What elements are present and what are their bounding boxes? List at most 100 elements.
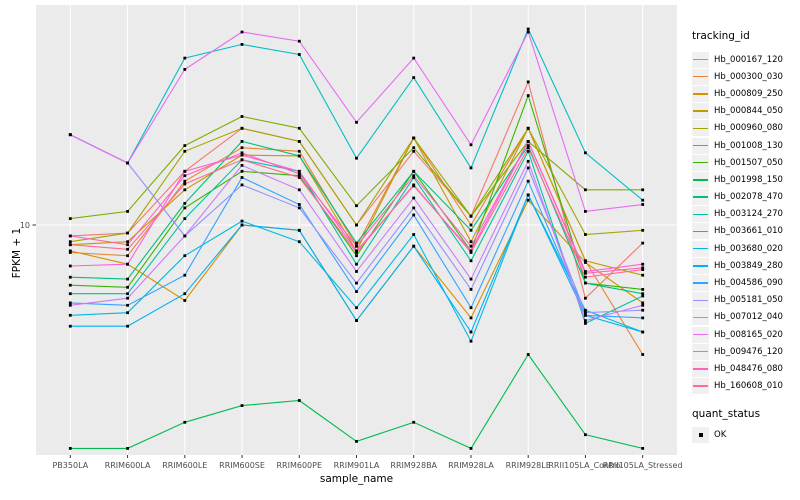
legend-line-icon [693,196,708,198]
legend-key-swatch [692,206,709,223]
legend-item-Hb_000844_050: Hb_000844_050 [692,103,798,120]
data-point-marker [469,166,473,170]
legend-key-swatch [692,154,709,171]
data-point-marker [297,149,301,153]
legend-key-swatch [692,120,709,137]
legend-label: Hb_003680_020 [714,243,783,254]
data-point-marker [183,174,187,178]
data-point-marker [126,296,129,300]
data-point-marker [641,266,645,270]
legend-item-Hb_048476_080: Hb_048476_080 [692,360,798,377]
legend-item-Hb_004586_090: Hb_004586_090 [692,274,798,292]
data-point-marker [641,203,645,206]
tracking-id-legend-items: Hb_000167_120 Hb_000300_030 Hb_000809_250 H… [692,51,798,395]
data-point-marker [183,234,187,238]
data-point-marker [355,251,358,254]
x-tick-label: RRIM928BA [390,461,437,470]
data-point-marker [469,223,473,227]
data-point-marker [183,273,187,277]
data-point-marker [297,206,301,210]
data-point-marker [584,308,587,312]
data-point-marker [355,319,358,322]
legend-label: Hb_002078_470 [714,192,783,203]
legend-line-icon [693,385,708,387]
data-point-marker [469,316,473,320]
data-point-marker [68,301,72,305]
x-tick-label: RRIM600PE [277,461,323,470]
legend-line-icon [693,213,708,215]
legend-item-Hb_000809_250: Hb_000809_250 [692,85,798,102]
legend-item-Hb_160608_010: Hb_160608_010 [692,378,798,395]
data-point-marker [584,296,587,300]
data-point-marker [526,126,530,130]
data-point-marker [68,303,72,307]
data-point-marker [68,133,72,137]
data-point-marker [641,268,645,271]
legend-item-Hb_000960_080: Hb_000960_080 [692,120,798,137]
data-point-marker [126,311,129,315]
data-point-marker [526,144,530,147]
legend-line-icon [693,247,708,250]
data-point-marker [412,196,416,200]
data-point-marker [469,228,473,232]
data-point-marker [412,206,416,210]
data-point-marker [126,243,129,247]
legend-item-Hb_000167_120: Hb_000167_120 [692,51,798,68]
data-point-marker [641,198,645,202]
data-point-marker [469,214,473,218]
data-point-marker [641,292,645,296]
x-tick-label: RRIM600SE [219,461,265,470]
data-point-marker [126,231,129,235]
data-point-marker [412,420,416,424]
data-point-marker [355,204,358,208]
data-point-marker [584,322,587,325]
data-point-marker [183,149,187,153]
data-point-marker [469,244,473,248]
data-point-marker [355,270,358,273]
legend-item-Hb_003124_270: Hb_003124_270 [692,206,798,223]
data-point-marker [584,311,587,315]
black-square-icon [698,433,703,438]
legend-label: Hb_007012_040 [714,312,783,323]
data-point-marker [355,244,358,248]
legend-label: Hb_001998_150 [714,174,783,185]
data-point-marker [469,143,473,147]
data-point-marker [641,241,645,245]
data-point-marker [584,188,587,192]
data-point-marker [126,254,129,258]
data-point-marker [126,324,129,328]
legend: tracking_id Hb_000167_120 Hb_000300_030 Hb… [692,30,798,444]
legend-line-icon [693,282,708,284]
data-point-marker [297,174,301,178]
legend-label: Hb_003849_280 [714,260,783,271]
legend-key-swatch [692,257,709,274]
legend-label: Hb_001008_130 [714,140,783,151]
legend-label: Hb_009476_120 [714,346,783,357]
legend-item-Hb_005181_050: Hb_005181_050 [692,292,798,309]
data-point-marker [641,288,645,291]
data-point-marker [641,294,645,298]
legend-line-icon [693,368,708,370]
x-axis-title: sample_name [319,473,394,485]
data-point-marker [240,153,244,157]
data-point-marker [68,324,72,328]
data-point-marker [526,159,530,163]
data-point-marker [584,210,587,213]
legend-key-swatch [692,137,709,154]
data-point-marker [183,202,187,205]
data-point-marker [68,264,72,268]
legend-line-icon [693,265,708,267]
legend-label: Hb_160608_010 [714,381,783,392]
legend-line-icon [693,333,708,336]
data-point-marker [240,164,244,167]
data-point-marker [240,223,244,227]
legend-label: Hb_000960_080 [714,123,783,134]
data-point-marker [526,146,530,150]
data-point-marker [641,228,645,232]
data-point-marker [469,306,473,310]
data-point-marker [297,154,301,158]
data-point-marker [68,240,72,244]
data-point-marker [240,30,244,34]
data-point-marker [183,292,187,296]
data-point-marker [240,158,244,162]
